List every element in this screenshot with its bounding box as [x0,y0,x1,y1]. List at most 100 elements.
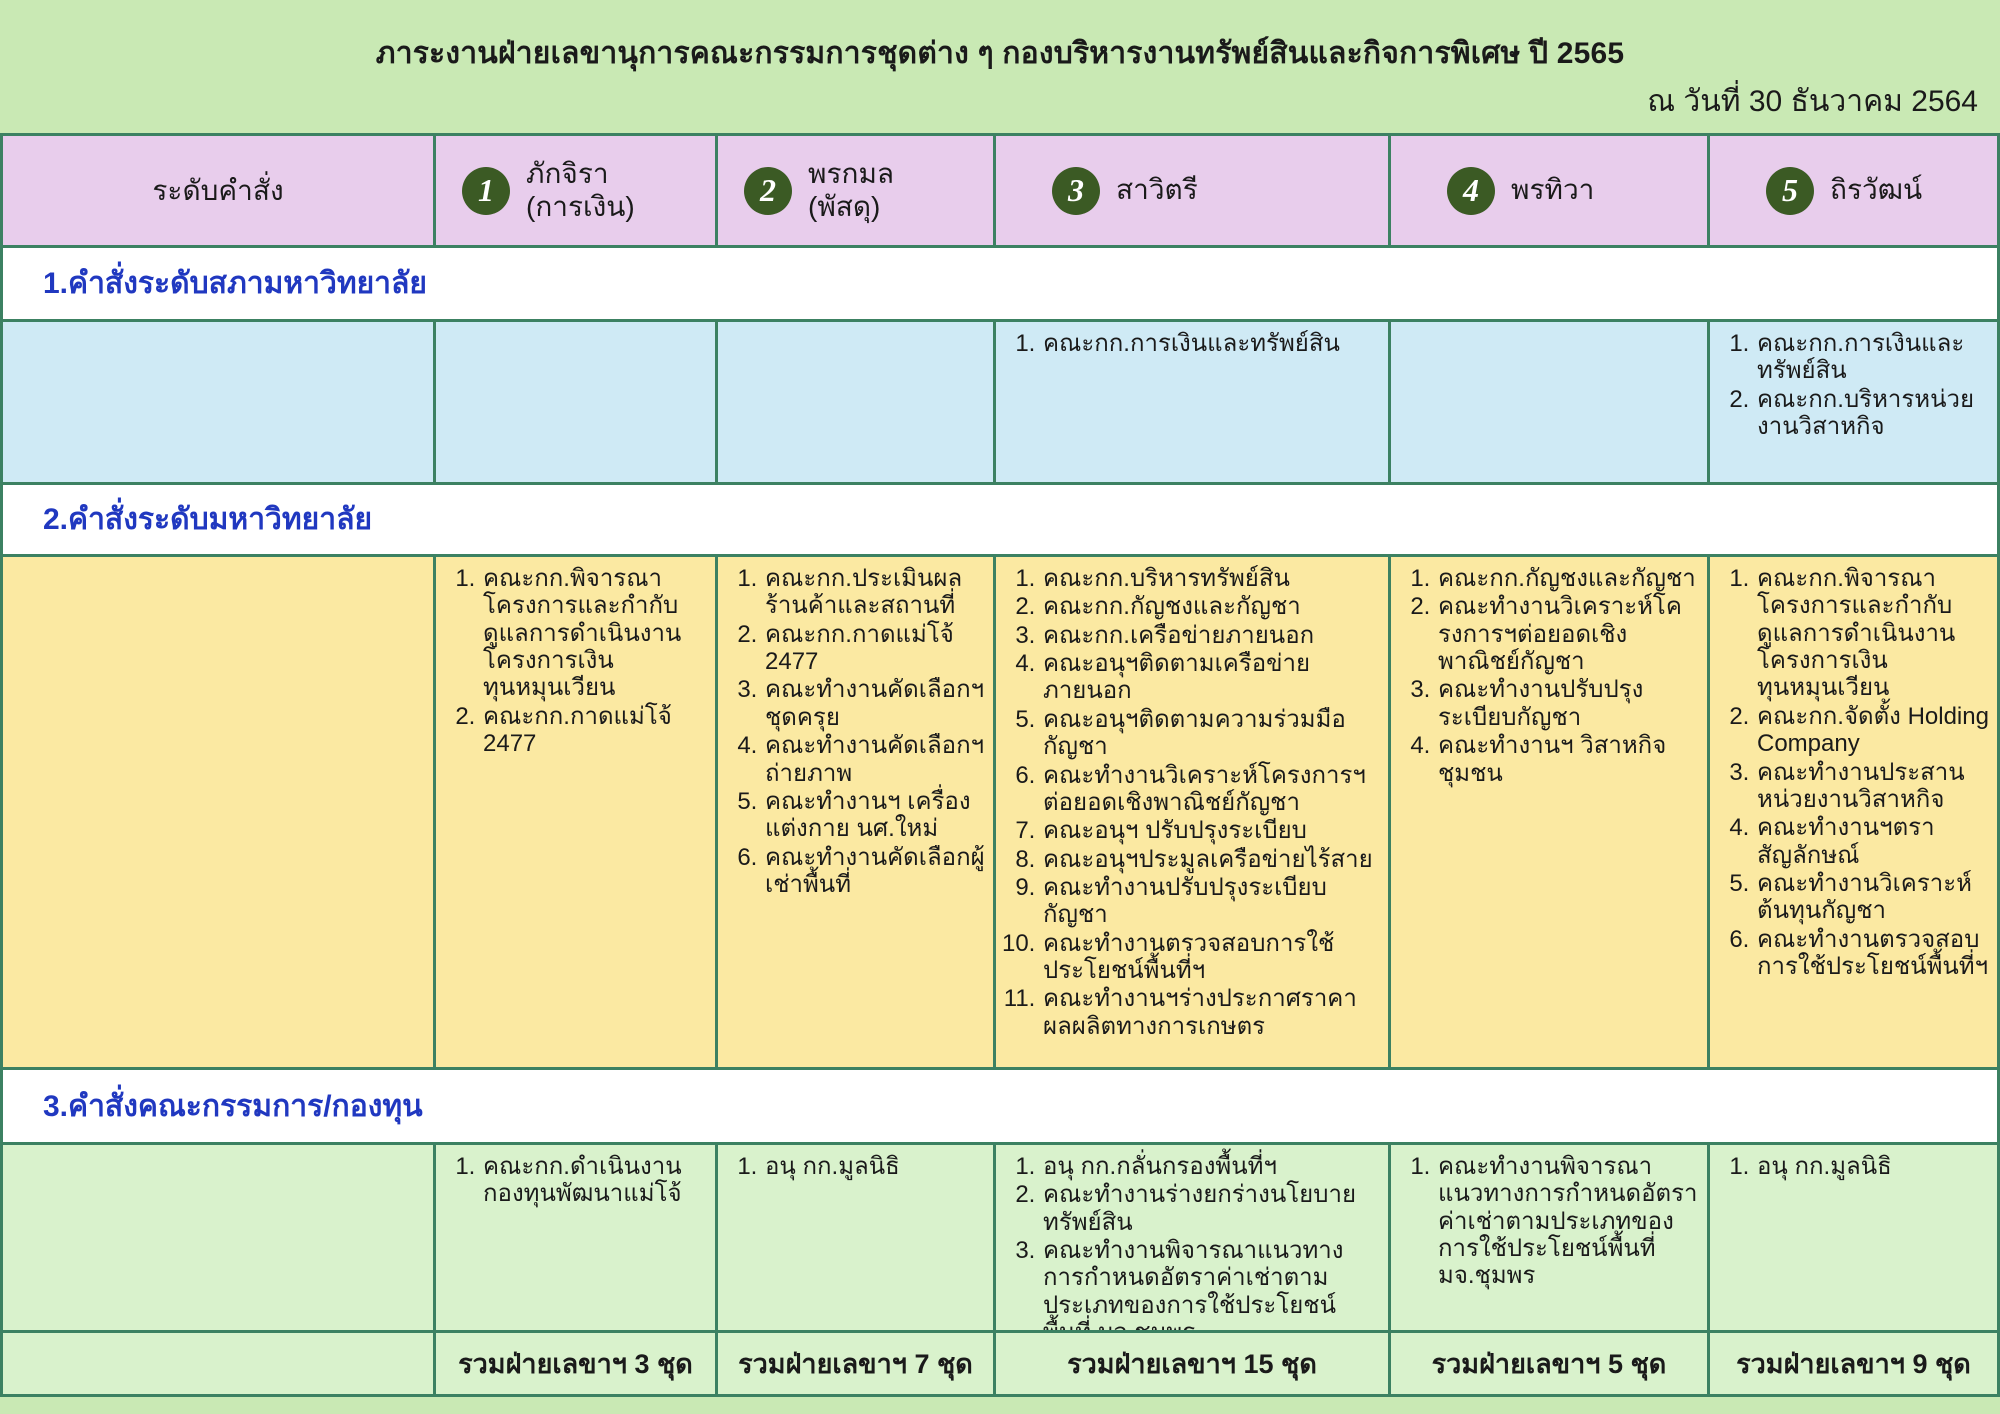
cell-person-2-committee: อนุ กก.มูลนิธิ [718,1145,996,1330]
section-label: 3.คำสั่งคณะกรรมการ/กองทุน [43,1089,423,1123]
committee-list-item: คณะทำงานคัดเลือกฯ ชุดครุย [764,676,987,731]
number-badge-5: 5 [1766,166,1814,215]
committee-list-item: อนุ กก.มูลนิธิ [1756,1153,1991,1180]
committee-list-item: คณะกก.กัญชงและกัญชา [1042,593,1382,620]
as-of-date: ณ วันที่ 30 ธันวาคม 2564 [1647,85,1978,118]
page-title: ภาระงานฝ่ายเลขานุการคณะกรรมการชุดต่าง ๆ … [375,37,1625,70]
column-header-person-4: 4 พรทิวา [1391,136,1710,245]
table-header-row: ระดับคำสั่ง 1 ภักจิรา (การเงิน) 2 พรกมล … [3,136,1997,245]
committee-list-item: คณะกก.ดำเนินงานกองทุนพัฒนาแม่โจ้ [482,1153,709,1208]
committee-list-item: คณะทำงานพิจารณาแนวทางการกำหนดอัตราค่าเช่… [1042,1237,1382,1330]
committee-list-item: คณะทำงานฯร่างประกาศราคาผลผลิตทางการเกษตร [1042,985,1382,1040]
empty-cell [3,1145,436,1330]
person-name: พรกมล (พัสดุ) [808,158,894,222]
person-name-text: พรทิวา [1511,174,1595,206]
committee-list-item: คณะทำงานคัดเลือกผู้เช่าพื้นที่ [764,844,987,899]
column-header-person-2: 2 พรกมล (พัสดุ) [718,136,996,245]
person-role-text: (พัสดุ) [808,190,881,222]
committee-list-item: คณะอนุฯติดตามความร่วมมือกัญชา [1042,706,1382,761]
committee-list-item: คณะทำงานปรับปรุงระเบียบกัญชา [1042,874,1382,929]
number-badge-3: 3 [1052,166,1100,215]
committee-list-item: คณะกก.กาดแม่โจ้ 2477 [764,621,987,676]
page-header: ภาระงานฝ่ายเลขานุการคณะกรรมการชุดต่าง ๆ … [0,0,2000,133]
committee-list-item: คณะทำงานวิเคราะห์โครงการฯต่อยอดเชิงพาณิช… [1042,762,1382,817]
person-name-text: สาวิตรี [1116,174,1198,206]
number-badge-1: 1 [462,166,510,215]
column-header-label: ระดับคำสั่ง [152,174,284,206]
person-name-text: ถิรวัฒน์ [1830,174,1923,206]
committee-list-item: คณะทำงานวิเคราะห์ต้นทุนกัญชา [1756,870,1991,925]
total-label: รวมฝ่ายเลขาฯ 9 ชุด [1736,1349,1971,1379]
total-label: รวมฝ่ายเลขาฯ 3 ชุด [458,1349,693,1379]
number-badge-4: 4 [1447,166,1495,215]
person-name-text: ภักจิรา [526,158,609,190]
assignments-table: ระดับคำสั่ง 1 ภักจิรา (การเงิน) 2 พรกมล … [0,133,2000,1397]
cell-person-5-committee: อนุ กก.มูลนิธิ [1710,1145,1997,1330]
committee-list-item: คณะกก.การเงินและทรัพย์สิน [1756,330,1991,385]
empty-cell [3,322,436,482]
committee-list-item: คณะทำงานร่างยกร่างนโยบายทรัพย์สิน [1042,1181,1382,1236]
committee-list-item: คณะทำงานฯ เครื่องแต่งกาย นศ.ใหม่ [764,788,987,843]
section-label: 2.คำสั่งระดับมหาวิทยาลัย [43,503,373,536]
total-person-5: รวมฝ่ายเลขาฯ 9 ชุด [1710,1333,1997,1394]
column-header-person-5: 5 ถิรวัฒน์ [1710,136,1997,245]
committee-list-item: คณะกก.พิจารณาโครงการและกำกับดูแลการดำเนิ… [482,565,709,702]
section-band-committee-fund-orders: 3.คำสั่งคณะกรรมการ/กองทุน [3,1067,1997,1145]
person-name-text: พรกมล [808,158,895,190]
committee-list-item: คณะกก.ประเมินผลร้านค้าและสถานที่ [764,565,987,620]
column-header-person-1: 1 ภักจิรา (การเงิน) [436,136,718,245]
section-band-council-orders: 1.คำสั่งระดับสภามหาวิทยาลัย [3,245,1997,322]
section-row-council-orders: คณะกก.การเงินและทรัพย์สิน คณะกก.การเงินแ… [3,322,1997,482]
committee-list-item: คณะทำงานประสานหน่วยงานวิสาหกิจ [1756,759,1991,814]
committee-list-item: คณะทำงานฯตราสัญลักษณ์ [1756,814,1991,869]
section-row-university-orders: คณะกก.พิจารณาโครงการและกำกับดูแลการดำเนิ… [3,557,1997,1067]
total-person-2: รวมฝ่ายเลขาฯ 7 ชุด [718,1333,996,1394]
cell-person-3-council: คณะกก.การเงินและทรัพย์สิน [996,322,1391,482]
committee-list-item: คณะทำงานพิจารณาแนวทางการกำหนดอัตราค่าเช่… [1437,1153,1701,1290]
committee-list-item: คณะกก.บริหารทรัพย์สิน [1042,565,1382,592]
committee-list-item: คณะทำงานปรับปรุงระเบียบกัญชา [1437,676,1701,731]
committee-list-item: คณะกก.กาดแม่โจ้ 2477 [482,703,709,758]
cell-person-4-council [1391,322,1710,482]
section-row-committee-fund-orders: คณะกก.ดำเนินงานกองทุนพัฒนาแม่โจ้ อนุ กก.… [3,1145,1997,1330]
committee-list-item: อนุ กก.กลั่นกรองพื้นที่ฯ [1042,1153,1382,1180]
total-person-4: รวมฝ่ายเลขาฯ 5 ชุด [1391,1333,1710,1394]
empty-cell [3,557,436,1067]
cell-person-5-council: คณะกก.การเงินและทรัพย์สินคณะกก.บริหารหน่… [1710,322,1997,482]
committee-list-item: คณะอนุฯประมูลเครือข่ายไร้สาย [1042,846,1382,873]
cell-person-2-council [718,322,996,482]
section-label: 1.คำสั่งระดับสภามหาวิทยาลัย [43,267,427,300]
committee-list-item: คณะทำงานฯ วิสาหกิจชุมชน [1437,732,1701,787]
cell-person-3-committee: อนุ กก.กลั่นกรองพื้นที่ฯคณะทำงานร่างยกร่… [996,1145,1391,1330]
empty-cell [3,1333,436,1394]
total-label: รวมฝ่ายเลขาฯ 7 ชุด [738,1349,973,1379]
totals-row: รวมฝ่ายเลขาฯ 3 ชุด รวมฝ่ายเลขาฯ 7 ชุด รว… [3,1330,1997,1394]
committee-list-item: คณะกก.การเงินและทรัพย์สิน [1042,330,1382,357]
cell-person-5-university: คณะกก.พิจารณาโครงการและกำกับดูแลการดำเนิ… [1710,557,1997,1067]
total-person-3: รวมฝ่ายเลขาฯ 15 ชุด [996,1333,1391,1394]
committee-list-item: คณะทำงานตรวจสอบการใช้ประโยชน์พื้นที่ฯ [1042,930,1382,985]
committee-list-item: คณะกก.พิจารณาโครงการและกำกับดูแลการดำเนิ… [1756,565,1991,702]
person-name: ภักจิรา (การเงิน) [526,158,635,222]
section-band-university-orders: 2.คำสั่งระดับมหาวิทยาลัย [3,482,1997,557]
cell-person-1-university: คณะกก.พิจารณาโครงการและกำกับดูแลการดำเนิ… [436,557,718,1067]
cell-person-4-committee: คณะทำงานพิจารณาแนวทางการกำหนดอัตราค่าเช่… [1391,1145,1710,1330]
total-person-1: รวมฝ่ายเลขาฯ 3 ชุด [436,1333,718,1394]
committee-list-item: คณะทำงานวิเคราะห์โครงการฯต่อยอดเชิงพาณิช… [1437,593,1701,675]
committee-list-item: อนุ กก.มูลนิธิ [764,1153,987,1180]
cell-person-2-university: คณะกก.ประเมินผลร้านค้าและสถานที่คณะกก.กา… [718,557,996,1067]
person-role-text: (การเงิน) [526,190,635,222]
committee-list-item: คณะอนุฯติดตามเครือข่ายภายนอก [1042,650,1382,705]
committee-list-item: คณะทำงานตรวจสอบการใช้ประโยชน์พื้นที่ฯ [1756,926,1991,981]
committee-list-item: คณะกก.จัดตั้ง Holding Company [1756,703,1991,758]
total-label: รวมฝ่ายเลขาฯ 5 ชุด [1431,1349,1667,1379]
committee-list-item: คณะอนุฯ ปรับปรุงระเบียบ [1042,817,1382,844]
total-label: รวมฝ่ายเลขาฯ 15 ชุด [1067,1349,1317,1379]
column-header-order-level: ระดับคำสั่ง [3,136,436,245]
column-header-person-3: 3 สาวิตรี [996,136,1391,245]
cell-person-4-university: คณะกก.กัญชงและกัญชาคณะทำงานวิเคราะห์โครง… [1391,557,1710,1067]
number-badge-2: 2 [744,166,792,215]
committee-list-item: คณะกก.กัญชงและกัญชา [1437,565,1701,592]
cell-person-3-university: คณะกก.บริหารทรัพย์สินคณะกก.กัญชงและกัญชา… [996,557,1391,1067]
